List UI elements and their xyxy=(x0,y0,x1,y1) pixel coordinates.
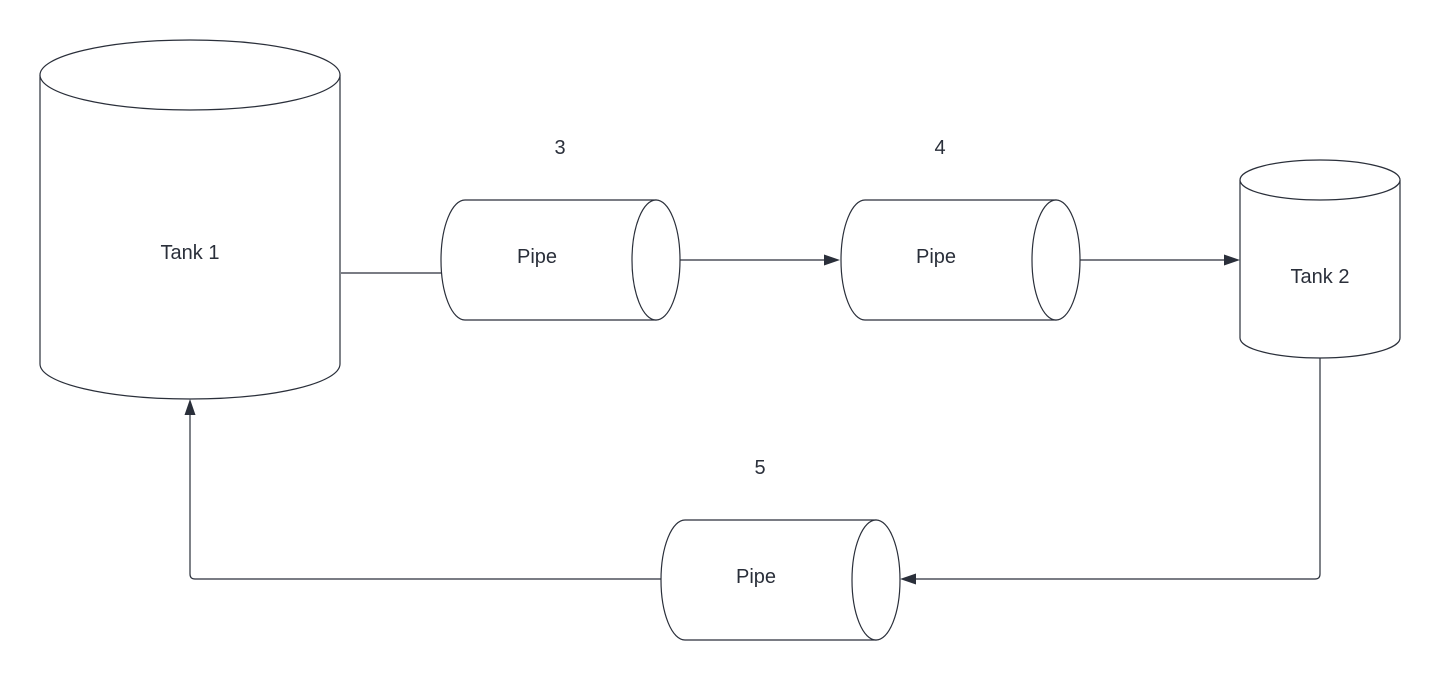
pipe-3[interactable]: Pipe xyxy=(440,199,681,321)
tank-2-label: Tank 2 xyxy=(1291,266,1350,288)
tank-1[interactable]: Tank 1 xyxy=(39,39,341,400)
arrowhead xyxy=(184,399,196,415)
pipe-4[interactable]: Pipe xyxy=(840,199,1081,321)
tank-2[interactable]: Tank 2 xyxy=(1239,159,1401,359)
pipe-3-number: 3 xyxy=(554,137,565,159)
arrowhead xyxy=(900,573,916,585)
pipe-4-label: Pipe xyxy=(916,246,956,268)
edge-tank2-to-pipe5 xyxy=(900,358,1321,585)
pipe-5-number: 5 xyxy=(754,457,765,479)
pipe-3-label: Pipe xyxy=(517,246,557,268)
tank-2-top xyxy=(1239,159,1401,201)
edge-pipe3-to-pipe4 xyxy=(680,254,840,266)
pipe-5-end xyxy=(851,519,901,641)
pipe-4-number: 4 xyxy=(934,137,945,159)
edge-pipe5-to-tank1 xyxy=(184,399,661,580)
tank-1-top xyxy=(39,39,341,111)
pipe-4-end xyxy=(1031,199,1081,321)
tank-1-label: Tank 1 xyxy=(161,242,220,264)
arrowhead xyxy=(824,254,840,266)
arrowhead xyxy=(1224,254,1240,266)
edge-tank1-to-pipe3 xyxy=(341,267,458,279)
edge-pipe4-to-tank2 xyxy=(1080,254,1240,266)
pipe-3-end xyxy=(631,199,681,321)
pipe-5-label: Pipe xyxy=(736,566,776,588)
pipe-5[interactable]: Pipe xyxy=(660,519,901,641)
